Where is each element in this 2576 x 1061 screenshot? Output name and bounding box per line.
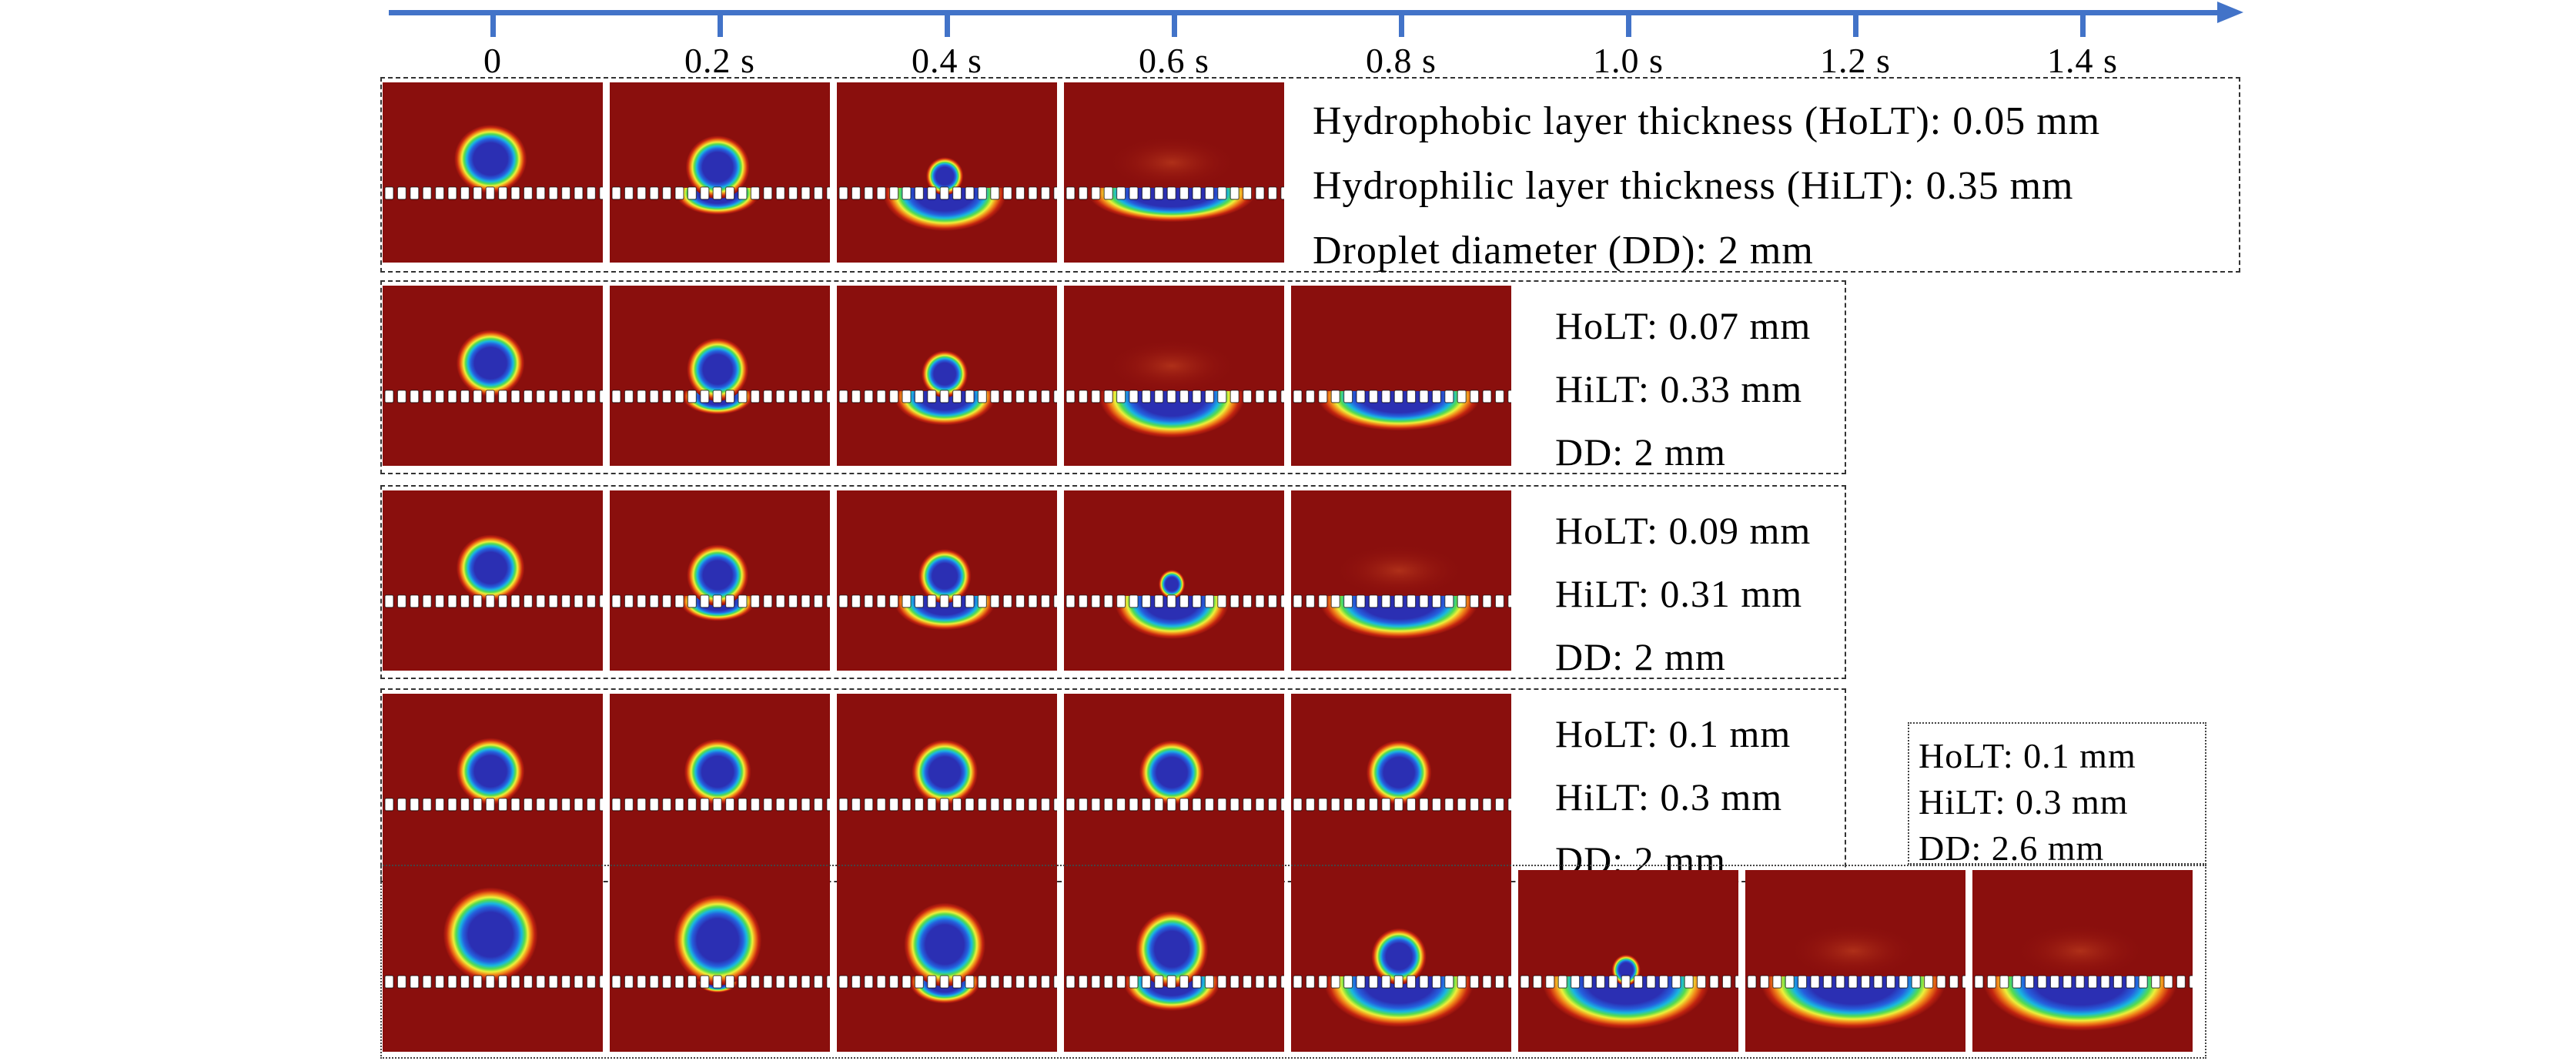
annotation-row-4: HoLT: 0.1 mm HiLT: 0.3 mm DD: 2 mm <box>1555 702 1791 892</box>
sim-frame-t-0.6s <box>1064 870 1284 1052</box>
timeline-arrowhead <box>2217 2 2243 23</box>
annotation-line: HiLT: 0.31 mm <box>1555 572 1803 615</box>
sim-frame-t-0.4s <box>837 490 1057 671</box>
annotation-row-2: HoLT: 0.07 mm HiLT: 0.33 mm DD: 2 mm <box>1555 294 1811 484</box>
sim-frame-t-0.2s <box>610 286 830 466</box>
sim-frame-t-0 <box>383 694 603 874</box>
timeline-label: 0.6 s <box>1139 41 1209 80</box>
timeline-tick <box>1172 14 1177 37</box>
sim-frame-t-0.8s <box>1291 286 1511 466</box>
timeline-label: 1.0 s <box>1593 41 1664 80</box>
sim-frame-t-0.2s <box>610 82 830 263</box>
sim-frame-t-0 <box>383 490 603 671</box>
annotation-line: HiLT: 0.3 mm <box>1555 775 1783 818</box>
timeline-arrow-line <box>389 10 2220 15</box>
annotation-box-row-5 <box>1908 722 2206 865</box>
sim-frame-t-1.2s <box>1745 870 1965 1052</box>
sim-frame-t-0.2s <box>610 694 830 874</box>
annotation-line: DD: 2.6 mm <box>1919 828 2105 868</box>
sim-frame-t-0.4s <box>837 82 1057 263</box>
timeline-label: 0.4 s <box>912 41 982 80</box>
sim-frame-t-1.0s <box>1518 870 1738 1052</box>
sim-frame-t-0.6s <box>1064 694 1284 874</box>
annotation-line: Hydrophobic layer thickness (HoLT): 0.05… <box>1313 99 2101 143</box>
annotation-line: DD: 2 mm <box>1555 430 1726 474</box>
timeline-label: 1.2 s <box>1820 41 1891 80</box>
annotation-line: HiLT: 0.33 mm <box>1555 367 1803 410</box>
annotation-line: DD: 2 mm <box>1555 635 1726 678</box>
sim-frame-t-0.6s <box>1064 286 1284 466</box>
sim-frame-t-0.2s <box>610 870 830 1052</box>
timeline-tick <box>1853 14 1858 37</box>
sim-frame-t-0 <box>383 82 603 263</box>
simulation-row-1 <box>380 77 2240 273</box>
timeline-label: 1.4 s <box>2047 41 2118 80</box>
sim-frame-t-0.4s <box>837 694 1057 874</box>
timeline-tick <box>490 14 496 37</box>
sim-frame-t-0 <box>383 870 603 1052</box>
sim-frame-t-0.4s <box>837 286 1057 466</box>
simulation-row-5 <box>380 865 2206 1059</box>
simulation-row-2 <box>380 280 1846 474</box>
sim-frame-t-0.8s <box>1291 490 1511 671</box>
timeline-tick <box>1399 14 1404 37</box>
annotation-line: HoLT: 0.07 mm <box>1555 304 1812 347</box>
annotation-line: HoLT: 0.1 mm <box>1919 736 2136 775</box>
timeline-tick <box>2080 14 2086 37</box>
annotation-row-3: HoLT: 0.09 mm HiLT: 0.31 mm DD: 2 mm <box>1555 499 1811 688</box>
sim-frame-t-0.8s <box>1291 694 1511 874</box>
timeline-tick <box>945 14 950 37</box>
sim-frame-t-0.4s <box>837 870 1057 1052</box>
sim-frame-t-0.8s <box>1291 870 1511 1052</box>
annotation-row-1: Hydrophobic layer thickness (HoLT): 0.05… <box>1313 89 2100 283</box>
sim-frame-t-0.6s <box>1064 490 1284 671</box>
annotation-line: HoLT: 0.09 mm <box>1555 509 1812 552</box>
timeline-tick <box>1626 14 1631 37</box>
simulation-row-3 <box>380 485 1846 679</box>
annotation-line: HiLT: 0.3 mm <box>1919 782 2129 822</box>
annotation-line: Hydrophilic layer thickness (HiLT): 0.35… <box>1313 164 2074 208</box>
sim-frame-t-1.4s <box>1972 870 2193 1052</box>
timeline-label: 0 <box>483 41 502 80</box>
sim-frame-t-0.6s <box>1064 82 1284 263</box>
sim-frame-t-0.2s <box>610 490 830 671</box>
annotation-row-5: HoLT: 0.1 mm HiLT: 0.3 mm DD: 2.6 mm <box>1919 733 2136 872</box>
timeline-label: 0.2 s <box>684 41 755 80</box>
timeline-label: 0.8 s <box>1366 41 1437 80</box>
annotation-line: Droplet diameter (DD): 2 mm <box>1313 229 1814 273</box>
sim-frame-t-0 <box>383 286 603 466</box>
annotation-line: HoLT: 0.1 mm <box>1555 712 1791 755</box>
timeline-tick <box>718 14 723 37</box>
